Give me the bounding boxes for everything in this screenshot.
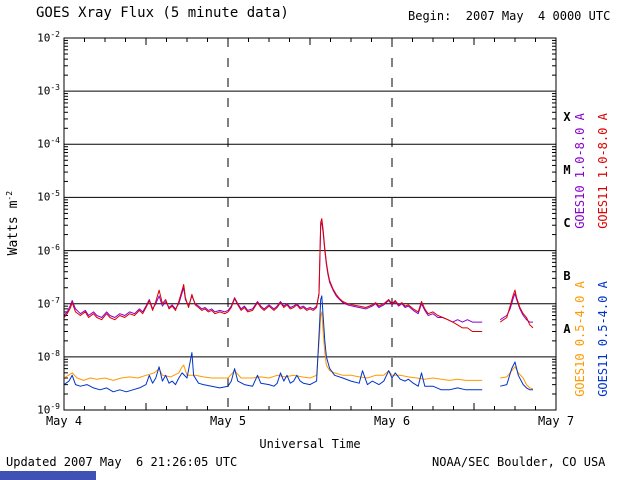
x-tick-label: May 6 — [373, 414, 411, 428]
y-tick-label: 10-5 — [37, 189, 60, 205]
x-tick-label: May 4 — [45, 414, 83, 428]
bottom-bar-fragment — [0, 471, 96, 480]
x-tick-label: May 5 — [209, 414, 247, 428]
y-tick-label: 10-6 — [37, 242, 60, 258]
y-tick-label: 10-9 — [37, 402, 60, 417]
flare-class-m: M — [563, 162, 571, 177]
y-tick-label: 10-4 — [37, 136, 60, 151]
page-title: GOES Xray Flux (5 minute data) — [36, 5, 289, 21]
credit-label: NOAA/SEC Boulder, CO USA — [432, 455, 606, 469]
y-tick-label: 10-8 — [37, 348, 60, 364]
x-tick-label: May 7 — [537, 414, 575, 428]
begin-timestamp: Begin: 2007 May 4 0000 UTC — [408, 9, 611, 23]
legend-label-3: GOES11 0.5-4.0 A — [596, 281, 610, 397]
y-tick-label: 10-7 — [37, 295, 60, 311]
legend-label-0: GOES10 1.0-8.0 A — [573, 113, 587, 229]
flare-class-a: A — [563, 322, 571, 337]
flare-class-b: B — [563, 269, 571, 284]
x-axis-label: Universal Time — [259, 437, 361, 451]
flare-class-x: X — [563, 109, 571, 124]
legend-label-1: GOES11 1.0-8.0 A — [596, 113, 610, 229]
y-tick-label: 10-3 — [37, 83, 60, 98]
flare-class-c: C — [563, 216, 571, 230]
y-tick-label: 10-2 — [37, 30, 60, 45]
legend-label-2: GOES10 0.5-4.0 A — [573, 281, 587, 397]
updated-timestamp: Updated 2007 May 6 21:26:05 UTC — [6, 455, 238, 469]
